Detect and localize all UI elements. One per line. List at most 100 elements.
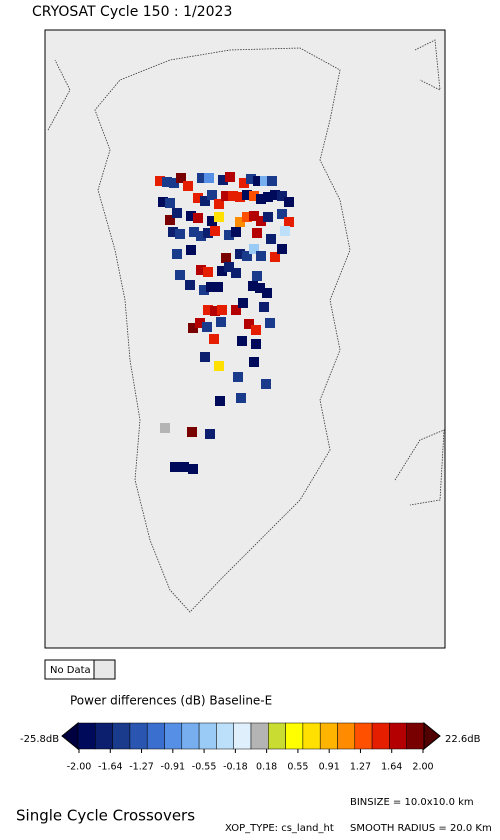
data-cell	[179, 462, 189, 472]
data-cell	[189, 227, 199, 237]
data-cell	[259, 302, 269, 312]
colorbar-tick-label: 1.64	[381, 762, 402, 773]
data-cell	[249, 191, 259, 201]
data-cell	[216, 317, 226, 327]
data-cell	[228, 191, 238, 201]
no-data-label: No Data	[50, 665, 91, 676]
no-data-swatch	[93, 659, 116, 680]
binsize: BINSIZE = 10.0x10.0 km	[350, 797, 474, 808]
colorbar-box	[146, 722, 165, 750]
data-cell	[217, 266, 227, 276]
data-cell	[170, 462, 180, 472]
data-cell	[261, 379, 271, 389]
data-cell	[186, 211, 196, 221]
colorbar-box	[164, 722, 183, 750]
colorbar-arrow-high	[423, 721, 441, 751]
colorbar-box	[285, 722, 304, 750]
data-cells	[155, 172, 294, 474]
colorbar-box	[216, 722, 234, 750]
data-cell	[176, 173, 186, 183]
data-cell	[200, 352, 210, 362]
colorbar-tick-label: 0.18	[256, 762, 277, 773]
data-cell	[175, 270, 185, 280]
data-cell	[158, 197, 168, 207]
data-cell	[207, 216, 217, 226]
data-cell	[284, 197, 294, 207]
data-cell	[252, 271, 262, 281]
data-cell	[231, 268, 241, 278]
data-cell	[277, 191, 287, 201]
data-cell	[233, 372, 243, 382]
colorbar-tick-label: -1.27	[129, 762, 154, 773]
data-cell	[284, 217, 294, 227]
colorbar-box	[112, 722, 131, 750]
colorbar: -2.00 -1.64 -1.27 -0.91 -0.55 -0.18 0.18 0.55 0.…	[61, 721, 441, 773]
data-cell	[195, 318, 205, 328]
colorbar-min-label: -25.8dB	[20, 734, 59, 745]
colorbar-tick-label: 2.00	[412, 762, 433, 773]
data-cell	[249, 357, 259, 367]
data-cell	[263, 212, 273, 222]
data-cell	[244, 319, 254, 329]
data-cell	[160, 423, 170, 433]
data-cell	[210, 226, 220, 236]
data-cell	[200, 196, 210, 206]
colorbar-tick-label: -2.00	[67, 762, 92, 773]
data-cell	[162, 177, 172, 187]
data-cell	[242, 212, 252, 222]
data-cell	[188, 464, 198, 474]
footer-title: Single Cycle Crossovers	[16, 807, 195, 825]
data-cell	[248, 281, 258, 291]
smooth-radius: SMOOTH RADIUS = 20.0 Km	[350, 823, 492, 834]
data-cell	[221, 191, 231, 201]
data-cell	[255, 283, 265, 293]
data-cell	[256, 216, 266, 226]
colorbar-box	[337, 722, 356, 750]
data-cell	[235, 192, 245, 202]
colorbar-tick-label: 0.91	[319, 762, 340, 773]
colorbar-tick-label: -0.55	[192, 762, 217, 773]
data-cell	[221, 253, 231, 263]
data-cell	[265, 318, 275, 328]
data-cell	[253, 176, 263, 186]
colorbar-box	[233, 722, 252, 750]
data-cell	[242, 190, 252, 200]
colorbar-tick-label: -1.64	[98, 762, 123, 773]
data-cell	[172, 208, 182, 218]
data-cell	[165, 198, 175, 208]
data-cell	[242, 251, 252, 261]
colorbar-title: Power differences (dB) Baseline-E	[70, 694, 272, 708]
data-cell	[193, 213, 203, 223]
data-cell	[263, 192, 273, 202]
data-cell	[197, 173, 207, 183]
data-cell	[280, 226, 290, 236]
data-cell	[236, 393, 246, 403]
data-cell	[196, 265, 206, 275]
xop-type: XOP_TYPE: cs_land_ht	[225, 823, 334, 834]
colorbar-box	[319, 722, 338, 750]
colorbar-box	[389, 722, 407, 750]
colorbar-arrow-low	[61, 721, 79, 751]
data-cell	[224, 262, 234, 272]
colorbar-tick-label: 0.55	[287, 762, 308, 773]
data-cell	[199, 285, 209, 295]
data-cell	[209, 334, 219, 344]
data-cell	[249, 211, 259, 221]
colorbar-box	[406, 722, 425, 750]
data-cell	[185, 280, 195, 290]
data-cell	[165, 215, 175, 225]
data-cell	[260, 176, 270, 186]
data-cell	[251, 339, 261, 349]
data-cell	[203, 267, 213, 277]
data-cell	[172, 249, 182, 259]
data-cell	[155, 176, 165, 186]
data-cell	[193, 193, 203, 203]
data-cell	[225, 172, 235, 182]
data-cell	[270, 190, 280, 200]
data-cell	[187, 427, 197, 437]
colorbar-tick-label: 1.27	[350, 762, 371, 773]
data-cell	[262, 288, 272, 298]
colorbar-box	[198, 722, 217, 750]
colorbar-max-label: 22.6dB	[445, 734, 481, 745]
data-cell	[218, 175, 228, 185]
